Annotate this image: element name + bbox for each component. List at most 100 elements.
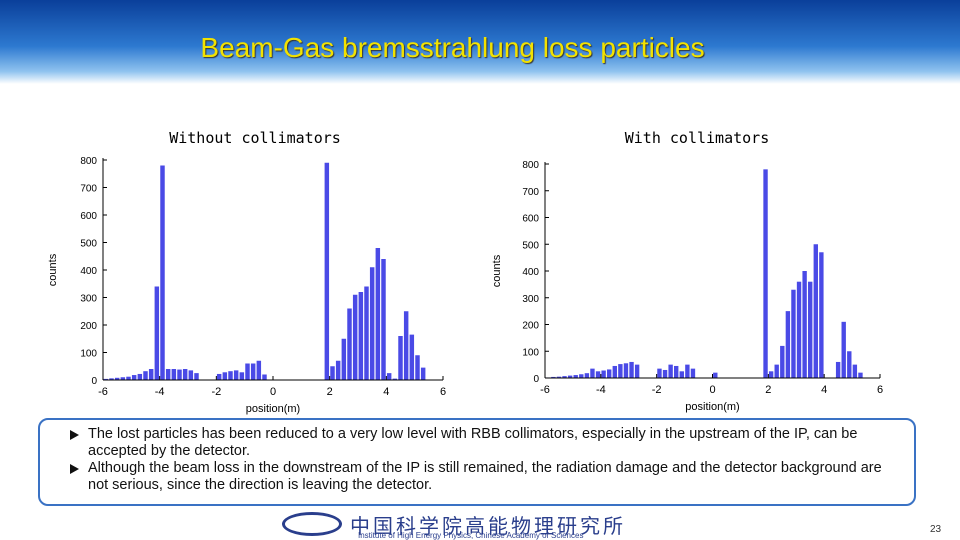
bar bbox=[120, 377, 126, 380]
bar bbox=[262, 374, 267, 380]
bar bbox=[713, 372, 718, 378]
y-axis-label: counts bbox=[491, 254, 503, 287]
bar bbox=[607, 369, 612, 378]
slide-title: Beam-Gas bremsstrahlung loss particles bbox=[200, 32, 705, 63]
bullet-arrow bbox=[70, 430, 79, 440]
bar bbox=[375, 248, 381, 380]
bar bbox=[250, 363, 256, 380]
bar bbox=[679, 371, 684, 378]
bar bbox=[556, 376, 562, 378]
bar bbox=[819, 252, 824, 378]
y-tick-label: 0 bbox=[91, 376, 97, 387]
bar bbox=[841, 321, 846, 378]
bar bbox=[612, 365, 617, 378]
bar bbox=[668, 364, 673, 378]
bar bbox=[171, 369, 177, 380]
y-tick-label: 700 bbox=[80, 184, 97, 195]
bar bbox=[629, 361, 634, 378]
bar bbox=[690, 368, 696, 378]
bar bbox=[222, 372, 228, 380]
bar bbox=[835, 361, 841, 378]
x-axis-label: position(m) bbox=[685, 401, 739, 413]
bar bbox=[796, 281, 802, 378]
y-tick-label: 600 bbox=[522, 214, 539, 225]
bar bbox=[590, 368, 595, 378]
bullet-arrow bbox=[70, 464, 79, 474]
bar bbox=[409, 334, 415, 380]
y-tick-label: 200 bbox=[80, 321, 97, 332]
bar bbox=[137, 373, 143, 380]
bar bbox=[381, 259, 386, 380]
bar bbox=[579, 374, 584, 378]
bar bbox=[335, 360, 341, 380]
y-tick-label: 600 bbox=[80, 211, 97, 222]
bar bbox=[852, 364, 858, 378]
bar bbox=[802, 271, 807, 378]
bar bbox=[398, 336, 403, 380]
y-tick-label: 200 bbox=[522, 321, 539, 332]
bar bbox=[763, 169, 768, 378]
bar bbox=[392, 378, 398, 380]
bar bbox=[131, 375, 137, 380]
bar bbox=[573, 375, 578, 378]
bullet-text: The lost particles has been reduced to a… bbox=[88, 426, 858, 459]
x-tick-label: 4 bbox=[821, 384, 827, 396]
x-tick-label: 0 bbox=[270, 386, 276, 398]
bar bbox=[415, 355, 420, 380]
bar bbox=[768, 371, 774, 378]
x-tick-label: -6 bbox=[540, 384, 550, 396]
bar bbox=[109, 378, 114, 380]
bar bbox=[114, 377, 120, 380]
bar bbox=[228, 371, 233, 380]
x-tick-label: 6 bbox=[440, 386, 446, 398]
bar bbox=[369, 267, 375, 380]
x-tick-label: 4 bbox=[383, 386, 389, 398]
bar bbox=[808, 281, 813, 378]
logo bbox=[282, 512, 342, 536]
bar bbox=[188, 370, 194, 380]
y-tick-label: 0 bbox=[533, 374, 539, 385]
bar bbox=[182, 369, 188, 380]
bar bbox=[324, 162, 330, 380]
bullet-text: Although the beam loss in the downstream… bbox=[88, 460, 882, 493]
bar bbox=[601, 370, 606, 378]
bar bbox=[364, 286, 369, 380]
bar bbox=[562, 376, 567, 378]
bar bbox=[858, 372, 863, 378]
y-tick-label: 500 bbox=[80, 239, 97, 250]
bar bbox=[341, 338, 347, 380]
header-band bbox=[0, 0, 960, 84]
bar bbox=[194, 373, 199, 380]
institute-cn: 中国科学院高能物理研究所 bbox=[350, 514, 626, 538]
y-tick-label: 300 bbox=[522, 294, 539, 305]
x-tick-label: 0 bbox=[709, 384, 715, 396]
x-tick-label: 2 bbox=[765, 384, 771, 396]
bar bbox=[567, 375, 573, 378]
y-tick-label: 500 bbox=[522, 240, 539, 251]
bar bbox=[154, 286, 160, 380]
bar bbox=[813, 244, 818, 378]
bar bbox=[780, 345, 785, 378]
page-number: 23 bbox=[930, 524, 942, 535]
bar bbox=[584, 373, 590, 378]
institute-en: Institute of High Energy Physics, Chines… bbox=[358, 531, 584, 540]
y-tick-label: 400 bbox=[80, 266, 97, 277]
bar bbox=[126, 376, 131, 380]
bar bbox=[358, 292, 364, 380]
x-tick-label: -2 bbox=[211, 386, 221, 398]
chart-title: Without collimators bbox=[169, 129, 341, 147]
bar bbox=[103, 378, 109, 380]
x-tick-label: -6 bbox=[98, 386, 108, 398]
bar bbox=[352, 294, 358, 380]
x-tick-label: -4 bbox=[155, 386, 165, 398]
bar bbox=[160, 165, 165, 380]
y-tick-label: 300 bbox=[80, 294, 97, 305]
y-tick-label: 800 bbox=[80, 156, 97, 167]
bar bbox=[674, 365, 679, 378]
x-tick-label: -2 bbox=[652, 384, 662, 396]
bar bbox=[634, 364, 640, 378]
x-axis-label: position(m) bbox=[246, 403, 300, 415]
bar bbox=[618, 364, 623, 378]
bar bbox=[403, 311, 409, 380]
